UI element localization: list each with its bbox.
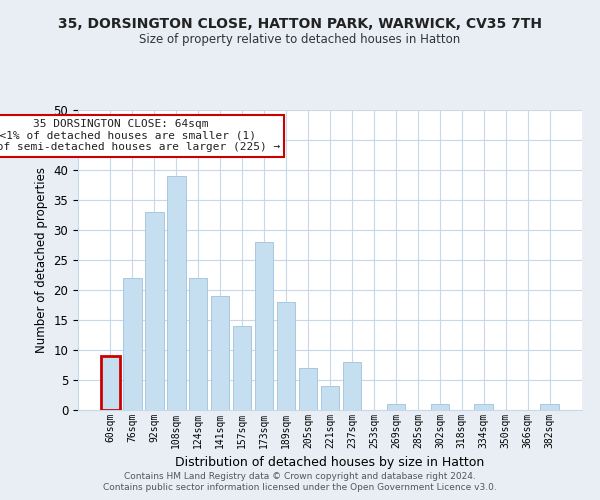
Bar [277,302,295,410]
X-axis label: Distribution of detached houses by size in Hatton: Distribution of detached houses by size … [175,456,485,469]
Bar [233,326,251,410]
Bar [255,242,274,410]
Bar [211,296,229,410]
Text: 35 DORSINGTON CLOSE: 64sqm
← <1% of detached houses are smaller (1)
>99% of semi: 35 DORSINGTON CLOSE: 64sqm ← <1% of deta… [0,119,280,152]
Text: Contains HM Land Registry data © Crown copyright and database right 2024.: Contains HM Land Registry data © Crown c… [124,472,476,481]
Bar [320,386,340,410]
Bar [145,212,164,410]
Bar [343,362,361,410]
Text: Contains public sector information licensed under the Open Government Licence v3: Contains public sector information licen… [103,483,497,492]
Bar [123,278,142,410]
Text: 35, DORSINGTON CLOSE, HATTON PARK, WARWICK, CV35 7TH: 35, DORSINGTON CLOSE, HATTON PARK, WARWI… [58,18,542,32]
Text: Size of property relative to detached houses in Hatton: Size of property relative to detached ho… [139,32,461,46]
Bar [167,176,185,410]
Bar [475,404,493,410]
Bar [541,404,559,410]
Y-axis label: Number of detached properties: Number of detached properties [35,167,48,353]
Bar [101,356,119,410]
Bar [431,404,449,410]
Bar [189,278,208,410]
Bar [299,368,317,410]
Bar [386,404,405,410]
